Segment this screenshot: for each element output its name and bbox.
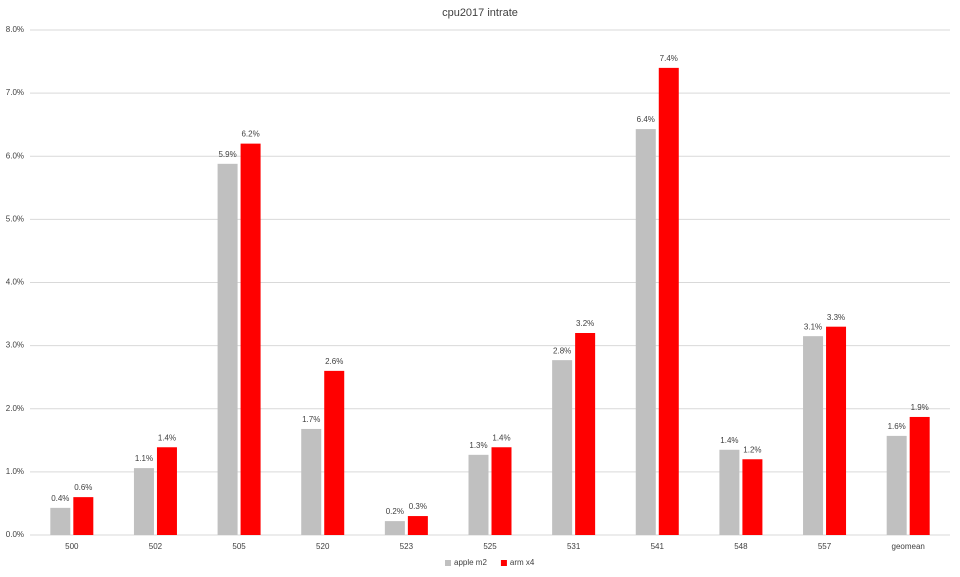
y-tick-label: 7.0%	[6, 88, 24, 97]
bar	[719, 449, 740, 535]
bar	[324, 370, 345, 535]
x-tick-label: 531	[567, 542, 581, 551]
x-tick-label: geomean	[892, 542, 925, 551]
data-label: 2.8%	[553, 346, 571, 355]
x-tick-label: 523	[400, 542, 414, 551]
x-tick-label: 502	[149, 542, 163, 551]
x-tick-label: 505	[232, 542, 246, 551]
data-label: 1.4%	[492, 433, 510, 442]
data-label: 1.4%	[158, 433, 176, 442]
data-label: 7.4%	[660, 54, 678, 63]
data-label: 3.2%	[576, 319, 594, 328]
bar	[826, 326, 847, 535]
bar	[803, 336, 824, 535]
bar	[491, 447, 512, 535]
bar	[468, 454, 489, 535]
legend-label: arm x4	[510, 558, 535, 567]
data-label: 1.1%	[135, 454, 153, 463]
legend-swatch	[500, 560, 507, 566]
data-label: 0.6%	[74, 483, 92, 492]
bar	[909, 416, 930, 535]
data-label: 3.1%	[804, 322, 822, 331]
x-tick-label: 500	[65, 542, 79, 551]
y-tick-label: 5.0%	[6, 214, 24, 223]
data-label: 1.2%	[743, 445, 761, 454]
y-tick-label: 2.0%	[6, 404, 24, 413]
data-label: 1.3%	[469, 441, 487, 450]
bar	[133, 468, 154, 535]
y-tick-label: 6.0%	[6, 151, 24, 160]
data-label: 2.6%	[325, 357, 343, 366]
x-tick-label: 548	[734, 542, 748, 551]
data-label: 1.6%	[888, 422, 906, 431]
bar	[742, 459, 763, 535]
legend-label: apple m2	[454, 558, 487, 567]
y-tick-label: 1.0%	[6, 467, 24, 476]
y-tick-label: 8.0%	[6, 25, 24, 34]
bar	[886, 435, 907, 535]
bar	[575, 333, 596, 535]
bar	[407, 516, 428, 535]
y-tick-label: 4.0%	[6, 278, 24, 287]
x-tick-label: 520	[316, 542, 330, 551]
x-tick-label: 557	[818, 542, 832, 551]
x-tick-label: 525	[483, 542, 497, 551]
data-label: 6.4%	[637, 115, 655, 124]
data-label: 0.2%	[386, 507, 404, 516]
data-label: 1.7%	[302, 415, 320, 424]
bar	[552, 360, 573, 535]
bar	[156, 447, 177, 535]
bar	[50, 507, 71, 535]
bar	[384, 521, 405, 535]
data-label: 5.9%	[218, 150, 236, 159]
data-label: 0.4%	[51, 494, 69, 503]
bar	[217, 163, 238, 535]
bar	[73, 497, 94, 535]
bar	[240, 143, 261, 535]
bar	[635, 129, 656, 535]
y-tick-label: 3.0%	[6, 341, 24, 350]
data-label: 3.3%	[827, 313, 845, 322]
data-label: 0.3%	[409, 502, 427, 511]
x-tick-label: 541	[651, 542, 665, 551]
legend-swatch	[445, 560, 451, 566]
bar	[301, 428, 322, 535]
data-label: 1.4%	[720, 436, 738, 445]
y-tick-label: 0.0%	[6, 530, 24, 539]
chart-title: cpu2017 intrate	[442, 7, 518, 19]
data-label: 6.2%	[241, 130, 259, 139]
bar	[658, 67, 679, 535]
data-label: 1.9%	[911, 403, 929, 412]
